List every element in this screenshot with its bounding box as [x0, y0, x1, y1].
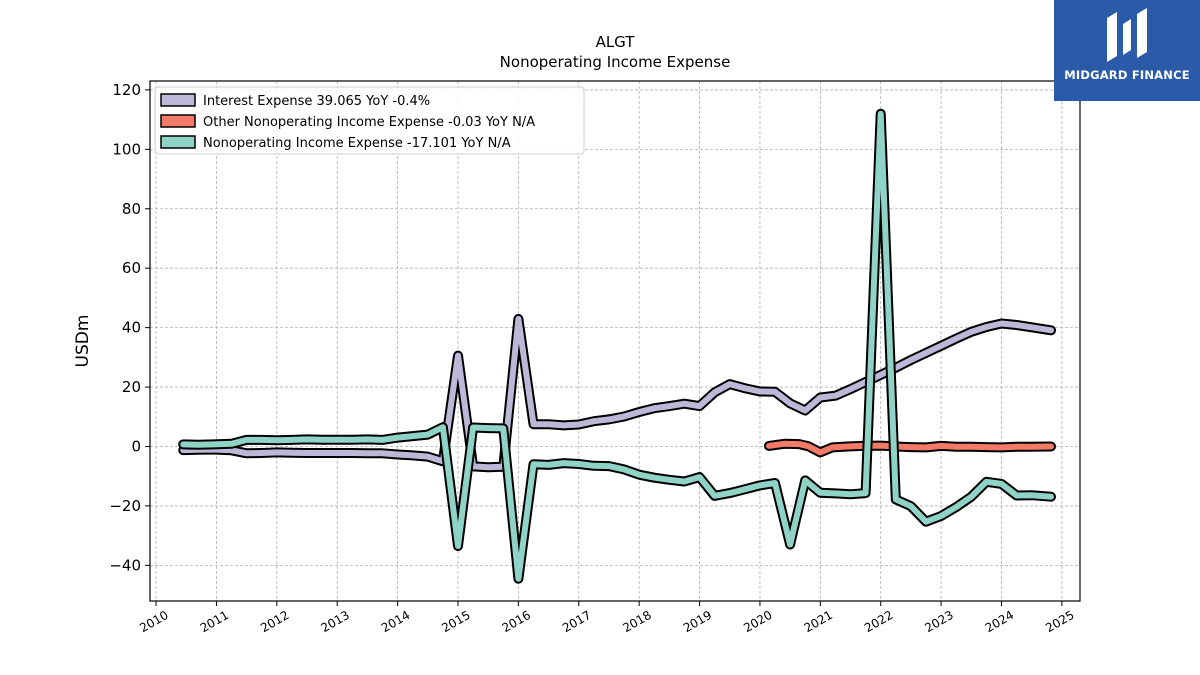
- y-tick-label: 80: [122, 200, 141, 218]
- legend-box: [154, 86, 585, 155]
- series-line-nonoperating-income-expense: [180, 110, 1054, 582]
- legend-swatch-interest-expense: [160, 93, 196, 107]
- legend-entry-nonoperating: Nonoperating Income Expense -17.101 YoY …: [203, 136, 511, 151]
- legend-swatch-nonoperating: [160, 135, 196, 149]
- x-axis: 2010 2011 2012 2013 2014 2015 2016 2017 2018 2019…: [137, 601, 1077, 635]
- x-tick-label: 2010: [137, 608, 170, 635]
- x-tick-label: 2020: [741, 608, 774, 635]
- x-tick-label: 2018: [620, 608, 653, 635]
- logo-text: MIDGARD FINANCE: [1064, 68, 1190, 82]
- x-tick-label: 2012: [258, 608, 291, 635]
- x-tick-label: 2015: [439, 608, 472, 635]
- logo-mark-icon: [1054, 8, 1200, 70]
- y-tick-label: −40: [109, 556, 141, 574]
- legend-entry-other-nonoperating: Other Nonoperating Income Expense -0.03 …: [203, 115, 535, 130]
- legend-entry-interest-expense: Interest Expense 39.065 YoY -0.4%: [203, 94, 430, 109]
- y-tick-label: 60: [122, 259, 141, 277]
- y-tick-label: 100: [112, 140, 141, 158]
- legend-swatch-other-nonoperating: [160, 114, 196, 128]
- y-axis: −40 −20 0 20 40 60 80 100 120: [109, 81, 150, 574]
- y-tick-label: −20: [109, 497, 141, 515]
- series-outline-nonoperating-income-expense: [178, 108, 1056, 584]
- series-layer: [178, 108, 1056, 584]
- x-tick-label: 2023: [922, 608, 955, 635]
- brand-logo: MIDGARD FINANCE: [1054, 0, 1200, 101]
- y-tick-label: 20: [122, 378, 141, 396]
- legend: Interest Expense 39.065 YoY -0.4% Other …: [154, 86, 585, 155]
- plot-frame: [149, 80, 1081, 602]
- x-tick-label: 2021: [802, 608, 835, 635]
- x-tick-label: 2022: [862, 608, 895, 635]
- x-tick-label: 2016: [500, 608, 533, 635]
- series-line-interest-expense: [180, 316, 1054, 471]
- series-line-other-nonoperating-income-expense: [766, 440, 1054, 456]
- y-tick-label: 40: [122, 319, 141, 337]
- y-tick-label: 0: [131, 437, 141, 455]
- y-axis-label: USDm: [73, 315, 93, 368]
- chart-title: ALGT: [596, 33, 636, 51]
- x-tick-label: 2011: [198, 608, 231, 635]
- y-tick-label: 120: [112, 81, 141, 99]
- x-tick-label: 2014: [379, 608, 412, 635]
- x-tick-label: 2024: [983, 608, 1016, 635]
- x-tick-label: 2019: [681, 608, 714, 635]
- x-tick-label: 2025: [1043, 608, 1076, 635]
- x-tick-label: 2017: [560, 608, 593, 635]
- x-tick-label: 2013: [318, 608, 351, 635]
- chart-subtitle: Nonoperating Income Expense: [500, 53, 731, 71]
